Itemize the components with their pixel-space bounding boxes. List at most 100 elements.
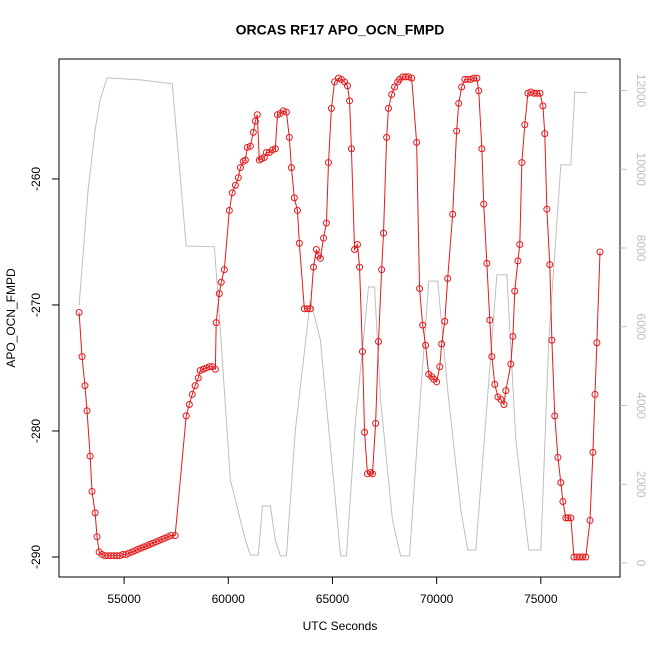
y-axis-label: APO_OCN_FMPD xyxy=(4,268,18,368)
data-point xyxy=(306,305,314,313)
data-point xyxy=(134,545,142,553)
data-point xyxy=(419,321,427,329)
data-point xyxy=(478,145,486,153)
data-point xyxy=(279,107,287,115)
y2-tick-label: 2000 xyxy=(634,471,648,498)
data-point xyxy=(518,159,526,167)
data-point xyxy=(215,290,223,298)
data-point xyxy=(455,99,463,107)
data-point xyxy=(511,287,519,295)
data-point xyxy=(322,219,330,227)
data-point xyxy=(372,419,380,427)
data-point xyxy=(416,285,424,293)
data-point xyxy=(231,181,239,189)
data-point xyxy=(543,205,551,213)
data-point xyxy=(293,206,301,214)
data-point xyxy=(161,534,169,542)
data-point xyxy=(551,412,559,420)
data-point xyxy=(375,337,383,345)
data-point xyxy=(140,543,148,551)
data-point xyxy=(83,407,91,415)
data-point xyxy=(225,206,233,214)
data-point xyxy=(486,316,494,324)
plot-frame xyxy=(58,58,621,578)
data-point xyxy=(220,266,228,274)
data-point xyxy=(217,278,225,286)
data-point xyxy=(470,74,478,82)
data-point xyxy=(378,266,386,274)
data-point xyxy=(191,382,199,390)
data-point xyxy=(246,142,254,150)
data-point xyxy=(441,317,449,325)
data-point xyxy=(86,452,94,460)
data-point xyxy=(282,108,290,116)
y2-tick-label: 8000 xyxy=(634,235,648,262)
data-point xyxy=(353,240,361,248)
data-point xyxy=(405,73,413,81)
data-point xyxy=(582,553,590,561)
data-point xyxy=(88,487,96,495)
data-point xyxy=(433,378,441,386)
data-point xyxy=(271,145,279,153)
data-point xyxy=(388,91,396,99)
data-point xyxy=(241,156,249,164)
data-point xyxy=(234,174,242,182)
y-tick-label: -290 xyxy=(29,545,43,569)
data-point xyxy=(562,514,570,522)
data-point xyxy=(346,97,354,105)
data-point xyxy=(91,509,99,517)
data-point xyxy=(356,263,364,271)
data-point xyxy=(596,248,604,256)
data-point xyxy=(559,498,567,506)
data-point xyxy=(436,363,444,371)
data-point xyxy=(480,200,488,208)
data-point xyxy=(310,263,318,271)
data-point xyxy=(367,469,375,477)
data-point xyxy=(249,128,257,136)
data-point xyxy=(497,395,505,403)
data-point xyxy=(251,117,259,125)
data-point xyxy=(564,514,572,522)
data-point xyxy=(475,87,483,95)
y-tick-label: -280 xyxy=(29,419,43,443)
data-point xyxy=(253,111,261,119)
data-point xyxy=(316,254,324,262)
data-point xyxy=(351,246,359,254)
data-point xyxy=(516,240,524,248)
data-point xyxy=(380,229,388,237)
data-point xyxy=(243,143,251,151)
data-point xyxy=(593,339,601,347)
x-tick-label: 65000 xyxy=(316,592,350,606)
data-point xyxy=(194,374,202,382)
data-point xyxy=(196,366,204,374)
data-point xyxy=(488,353,496,361)
data-point xyxy=(171,532,179,540)
data-point xyxy=(500,401,508,409)
data-point xyxy=(368,470,376,478)
data-point xyxy=(546,261,554,269)
data-point xyxy=(228,189,236,197)
data-point xyxy=(125,549,133,557)
data-point xyxy=(93,533,101,541)
data-point xyxy=(483,259,491,267)
y2-tick-label: 0 xyxy=(634,560,648,567)
data-point xyxy=(149,539,157,547)
data-point xyxy=(509,332,517,340)
data-point xyxy=(295,239,303,247)
data-point xyxy=(557,479,565,487)
data-point xyxy=(449,210,457,218)
data-point xyxy=(385,104,393,112)
data-point xyxy=(155,537,163,545)
data-point xyxy=(591,390,599,398)
data-point xyxy=(453,127,461,135)
data-point xyxy=(539,102,547,110)
data-point xyxy=(408,74,416,82)
data-point xyxy=(205,363,213,371)
data-point xyxy=(343,82,351,90)
data-point xyxy=(182,412,190,420)
data-point xyxy=(327,104,335,112)
data-point xyxy=(422,341,430,349)
y2-tick-label: 6000 xyxy=(634,313,648,340)
data-point xyxy=(491,380,499,388)
data-point xyxy=(285,133,293,141)
